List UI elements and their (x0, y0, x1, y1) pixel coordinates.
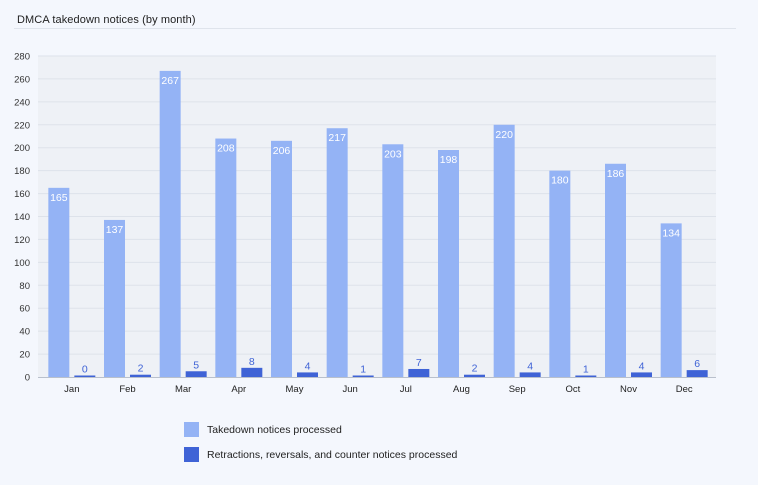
data-label-takedown: 165 (50, 192, 68, 204)
x-tick-label: May (286, 384, 304, 395)
y-tick-label: 20 (19, 350, 30, 361)
bars (48, 70, 708, 378)
bar-takedown[interactable] (493, 124, 515, 378)
data-label-retractions: 2 (138, 363, 144, 375)
y-tick-label: 40 (19, 327, 30, 338)
x-tick-label: Nov (620, 384, 637, 395)
bar-takedown[interactable] (382, 144, 404, 377)
bar-retractions[interactable] (241, 367, 263, 377)
x-tick-label: Mar (175, 384, 191, 395)
bar-takedown[interactable] (605, 163, 626, 377)
x-tick-label: Jun (343, 384, 358, 395)
bar-retractions[interactable] (686, 370, 708, 377)
bar-takedown[interactable] (438, 150, 459, 377)
x-tick-label: Dec (676, 384, 693, 395)
data-label-retractions: 0 (82, 364, 88, 376)
data-label-retractions: 2 (472, 363, 478, 375)
data-label-retractions: 4 (305, 360, 311, 372)
x-tick-label: Aug (453, 384, 470, 395)
bar-retractions[interactable] (352, 375, 374, 378)
data-label-takedown: 137 (106, 224, 124, 236)
data-label-takedown: 134 (662, 227, 680, 239)
bar-takedown[interactable] (159, 70, 181, 378)
data-label-takedown: 208 (217, 143, 235, 155)
bar-takedown[interactable] (326, 128, 348, 377)
y-tick-label: 200 (14, 143, 30, 154)
y-tick-label: 240 (14, 97, 30, 108)
data-label-retractions: 4 (527, 360, 533, 372)
y-tick-label: 80 (19, 281, 30, 292)
data-label-retractions: 4 (639, 360, 645, 372)
legend: Takedown notices processed Retractions, … (184, 421, 457, 471)
x-tick-label: Feb (119, 384, 135, 395)
data-label-takedown: 206 (273, 145, 291, 157)
x-tick-label: Oct (565, 384, 580, 395)
bar-takedown[interactable] (104, 219, 125, 377)
y-axis-ticks: 0 20 40 60 80 100 120 140 160 180 200 220 240 260 280 (14, 52, 30, 384)
data-label-retractions: 7 (416, 357, 422, 369)
data-label-takedown: 217 (328, 132, 346, 144)
data-label-retractions: 8 (249, 356, 255, 368)
bar-retractions[interactable] (464, 374, 485, 377)
data-label-takedown: 186 (607, 168, 625, 180)
legend-item-retractions[interactable]: Retractions, reversals, and counter noti… (184, 446, 457, 463)
data-label-takedown: 220 (495, 129, 513, 141)
data-label-retractions: 1 (583, 364, 589, 376)
y-tick-label: 220 (14, 120, 30, 131)
legend-swatch-retractions (184, 447, 199, 462)
data-label-takedown: 267 (161, 75, 179, 87)
bar-retractions[interactable] (74, 375, 96, 378)
bar-retractions[interactable] (297, 372, 318, 377)
data-label-retractions: 5 (193, 359, 199, 371)
legend-swatch-takedown (184, 422, 199, 437)
y-tick-label: 60 (19, 304, 30, 315)
bar-retractions[interactable] (185, 371, 207, 377)
bar-retractions[interactable] (631, 372, 652, 377)
data-label-takedown: 203 (384, 148, 402, 160)
bar-retractions[interactable] (519, 372, 541, 377)
gridlines (38, 55, 716, 355)
bar-chart: 020406080100120140160180200220240260280 … (14, 52, 716, 395)
bar-takedown[interactable] (48, 187, 70, 377)
legend-label-retractions: Retractions, reversals, and counter noti… (207, 448, 458, 461)
bar-takedown[interactable] (215, 138, 237, 377)
x-tick-label: Jan (64, 384, 79, 395)
y-tick-label: 180 (14, 166, 30, 177)
bar-takedown[interactable] (549, 170, 571, 377)
legend-label-takedown: Takedown notices processed (207, 423, 342, 436)
y-tick-label: 140 (14, 212, 30, 223)
x-tick-label: Jul (400, 384, 412, 395)
x-tick-label: Apr (231, 384, 246, 395)
data-label-takedown: 198 (440, 154, 458, 166)
chart-title: DMCA takedown notices (by month) (17, 14, 196, 26)
legend-item-takedown[interactable]: Takedown notices processed (184, 421, 457, 438)
y-tick-label: 160 (14, 189, 30, 200)
x-tick-label: Sep (509, 384, 526, 395)
bar-takedown[interactable] (660, 223, 682, 377)
data-label-retractions: 6 (694, 358, 700, 370)
data-labels: 165 0 137 2 267 5 208 8 206 4 217 1 203 7 198 2 220 4 180 1… (50, 75, 700, 376)
bar-takedown[interactable] (271, 140, 292, 377)
y-tick-label: 280 (14, 52, 30, 63)
data-label-retractions: 1 (360, 364, 366, 376)
y-tick-label: 120 (14, 235, 30, 246)
title-divider (14, 28, 736, 29)
data-label-takedown: 180 (551, 175, 569, 187)
y-tick-label: 100 (14, 258, 30, 269)
bar-retractions[interactable] (130, 374, 151, 377)
y-tick-label: 0 (25, 373, 30, 384)
x-axis-ticks: Jan Feb Mar Apr May Jun Jul Aug Sep Oct Nov Dec (64, 384, 693, 395)
y-tick-label: 260 (14, 74, 30, 85)
bar-retractions[interactable] (575, 375, 597, 378)
bar-retractions[interactable] (408, 368, 430, 377)
